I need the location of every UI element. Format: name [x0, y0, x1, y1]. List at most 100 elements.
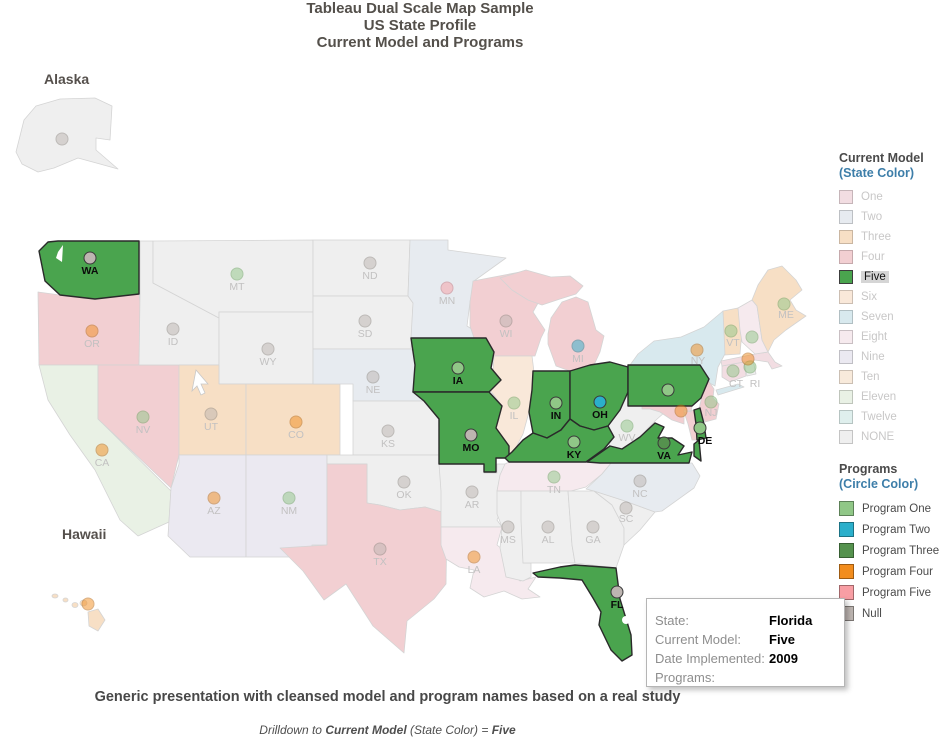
state-circle-ok[interactable] — [397, 475, 411, 489]
legend-program-item-program-one[interactable]: Program One — [839, 498, 945, 519]
state-mo[interactable] — [412, 391, 510, 473]
legend-model-item-seven[interactable]: Seven — [839, 307, 945, 327]
state-me[interactable] — [751, 265, 807, 353]
legend-model-item-eight[interactable]: Eight — [839, 327, 945, 347]
state-circle-nj[interactable] — [704, 395, 718, 409]
state-circle-ar[interactable] — [465, 485, 479, 499]
mouse-cursor — [191, 369, 209, 396]
state-circle-ak[interactable] — [55, 132, 69, 146]
legend-label: Eleven — [861, 391, 897, 403]
state-circle-al[interactable] — [541, 520, 555, 534]
legend-label: Six — [861, 291, 877, 303]
state-circle-nc[interactable] — [633, 474, 647, 488]
state-mn[interactable] — [407, 239, 507, 339]
legend-model-item-one[interactable]: One — [839, 187, 945, 207]
state-circle-md[interactable] — [674, 404, 688, 418]
state-circle-nm[interactable] — [282, 491, 296, 505]
legend-label: Five — [861, 271, 889, 283]
legend-swatch — [839, 310, 853, 324]
state-nd[interactable] — [312, 239, 411, 297]
legend-label: NONE — [861, 431, 895, 443]
state-circle-nd[interactable] — [363, 256, 377, 270]
legend-model-item-eleven[interactable]: Eleven — [839, 387, 945, 407]
drill-middle: (State Color) = — [406, 723, 492, 737]
legend-model-title: Current Model — [839, 151, 924, 165]
state-tx[interactable] — [279, 463, 448, 654]
legend-model-item-three[interactable]: Three — [839, 227, 945, 247]
legend-model-item-two[interactable]: Two — [839, 207, 945, 227]
state-circle-ut[interactable] — [204, 407, 218, 421]
state-circle-de[interactable] — [693, 421, 707, 435]
state-label-id: ID — [168, 336, 179, 348]
state-circle-ga[interactable] — [586, 520, 600, 534]
legend-model-item-twelve[interactable]: Twelve — [839, 407, 945, 427]
legend-program-item-program-three[interactable]: Program Three — [839, 540, 945, 561]
state-circle-oh[interactable] — [593, 395, 607, 409]
legend-model-item-four[interactable]: Four — [839, 247, 945, 267]
state-nc[interactable] — [585, 461, 701, 513]
state-circle-ny[interactable] — [690, 343, 704, 357]
state-circle-va[interactable] — [657, 436, 671, 450]
legend-swatch — [839, 330, 853, 344]
state-circle-wv[interactable] — [620, 419, 634, 433]
state-circle-or[interactable] — [85, 324, 99, 338]
legend-model-item-six[interactable]: Six — [839, 287, 945, 307]
state-ky[interactable] — [504, 418, 615, 463]
state-circle-tx[interactable] — [373, 542, 387, 556]
legend-swatch — [839, 290, 853, 304]
legend-program-item-program-five[interactable]: Program Five — [839, 582, 945, 603]
state-label-la: LA — [468, 564, 481, 576]
state-circle-vt[interactable] — [724, 324, 738, 338]
legend-model-item-ten[interactable]: Ten — [839, 367, 945, 387]
state-circle-nh[interactable] — [745, 330, 759, 344]
state-circle-wa[interactable] — [83, 251, 97, 265]
state-circle-ct[interactable] — [726, 364, 740, 378]
state-circle-wi[interactable] — [499, 314, 513, 328]
state-circle-il[interactable] — [507, 396, 521, 410]
state-circle-sc[interactable] — [619, 501, 633, 515]
state-circle-ne[interactable] — [366, 370, 380, 384]
state-circle-mo[interactable] — [464, 428, 478, 442]
state-circle-mt[interactable] — [230, 267, 244, 281]
state-circle-ma[interactable] — [741, 352, 755, 366]
legend-program-item-null[interactable]: Null — [839, 603, 945, 624]
state-circle-ky[interactable] — [567, 435, 581, 449]
legend-program-item-program-four[interactable]: Program Four — [839, 561, 945, 582]
state-label-ms: MS — [500, 534, 516, 546]
state-circle-la[interactable] — [467, 550, 481, 564]
state-circle-pa[interactable] — [661, 383, 675, 397]
state-circle-id[interactable] — [166, 322, 180, 336]
state-wa[interactable] — [38, 240, 140, 300]
legend-label: Twelve — [861, 411, 897, 423]
state-circle-az[interactable] — [207, 491, 221, 505]
state-circle-mi[interactable] — [571, 339, 585, 353]
state-circle-ia[interactable] — [451, 361, 465, 375]
state-circle-sd[interactable] — [358, 314, 372, 328]
state-hi[interactable] — [51, 593, 106, 632]
legend-model-item-nine[interactable]: Nine — [839, 347, 945, 367]
tooltip-label: Current Model: — [655, 632, 741, 647]
state-label-ok: OK — [396, 489, 411, 501]
state-circle-fl[interactable] — [610, 585, 624, 599]
state-circle-hi[interactable] — [81, 597, 95, 611]
legend-program-item-program-two[interactable]: Program Two — [839, 519, 945, 540]
state-circle-me[interactable] — [777, 297, 791, 311]
state-circle-wy[interactable] — [261, 342, 275, 356]
state-label-in: IN — [551, 410, 562, 422]
legend-model-item-none[interactable]: NONE — [839, 427, 945, 447]
state-circle-tn[interactable] — [547, 470, 561, 484]
state-label-me: ME — [778, 309, 794, 321]
legend-model-item-five[interactable]: Five — [839, 267, 945, 287]
state-circle-in[interactable] — [549, 396, 563, 410]
state-circle-ms[interactable] — [501, 520, 515, 534]
state-circle-ca[interactable] — [95, 443, 109, 457]
state-label-nd: ND — [362, 270, 378, 282]
lake-okeechobee — [622, 616, 630, 624]
state-fl[interactable] — [532, 564, 633, 662]
state-circle-ks[interactable] — [381, 424, 395, 438]
state-circle-mn[interactable] — [440, 281, 454, 295]
state-circle-co[interactable] — [289, 415, 303, 429]
state-circle-nv[interactable] — [136, 410, 150, 424]
title-line-3: Current Model and Programs — [316, 34, 524, 51]
